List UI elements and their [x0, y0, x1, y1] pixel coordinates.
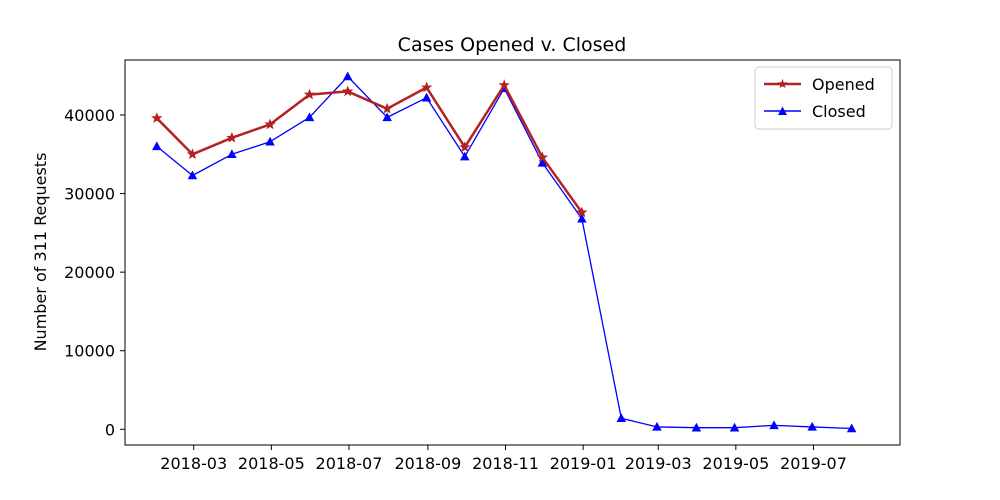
y-tick-label: 40000	[64, 106, 115, 125]
y-tick-label: 20000	[64, 263, 115, 282]
legend-opened-label: Opened	[812, 75, 875, 94]
series-closed-point	[265, 136, 275, 146]
x-tick-label: 2019-01	[550, 454, 617, 473]
legend-closed-marker	[778, 106, 787, 115]
series-opened-point	[381, 102, 393, 114]
plot-frame	[124, 59, 901, 446]
series-closed-point	[187, 170, 198, 180]
x-tick-label: 2018-03	[160, 454, 227, 473]
x-axis: 2018-03 2018-05 2018-07 2018-09 2018-11 2019-…	[160, 445, 847, 473]
series-opened-line	[155, 83, 583, 214]
series-closed-point	[382, 112, 392, 122]
series-opened-point	[576, 206, 588, 218]
series-closed-point	[577, 213, 587, 223]
series-closed-point	[152, 141, 162, 151]
series-opened-point	[459, 141, 471, 153]
x-tick-label: 2019-07	[780, 454, 847, 473]
series-closed-point	[616, 413, 627, 423]
x-tick-label: 2018-09	[394, 454, 461, 473]
x-tick-label: 2018-11	[472, 454, 539, 473]
series-opened-point	[536, 151, 549, 163]
series-opened-point	[303, 88, 316, 100]
x-tick-label: 2018-07	[316, 454, 383, 473]
x-tick-label: 2019-05	[702, 454, 769, 473]
plot-area	[151, 71, 857, 433]
series-closed-point	[537, 157, 548, 167]
series-opened-point	[420, 81, 433, 93]
legend-box	[754, 66, 893, 130]
series-closed-point	[652, 421, 662, 431]
series-opened-point	[498, 79, 510, 90]
series-opened-point	[226, 131, 238, 143]
series-closed-point	[460, 151, 470, 161]
series-closed-point	[421, 92, 432, 102]
x-tick-label: 2019-03	[625, 454, 692, 473]
y-tick-label: 0	[105, 420, 115, 439]
series-closed-point	[807, 421, 817, 431]
y-tick-label: 10000	[64, 342, 115, 361]
series-closed-point	[227, 149, 237, 159]
x-tick-label: 2018-05	[238, 454, 305, 473]
series-closed-point	[342, 71, 353, 81]
series-closed-line	[156, 75, 852, 430]
series-closed-point	[846, 423, 857, 433]
series-closed-point	[729, 422, 740, 432]
series-closed-point	[691, 422, 702, 432]
y-tick-label: 30000	[64, 185, 115, 204]
series-closed-point	[769, 420, 779, 430]
legend-opened-marker	[777, 78, 788, 89]
series-opened-point	[186, 148, 199, 160]
legend: Opened Closed	[754, 66, 893, 130]
series-closed-point	[304, 112, 315, 122]
chart-title: Cases Opened v. Closed	[398, 34, 627, 56]
y-axis-label: Number of 311 Requests	[31, 153, 50, 352]
y-axis: 0 10000 20000 30000 40000	[64, 106, 125, 439]
legend-closed-label: Closed	[812, 102, 866, 121]
series-opened-point	[151, 112, 163, 123]
series-opened-point	[342, 85, 354, 97]
series-opened-point	[264, 118, 276, 130]
